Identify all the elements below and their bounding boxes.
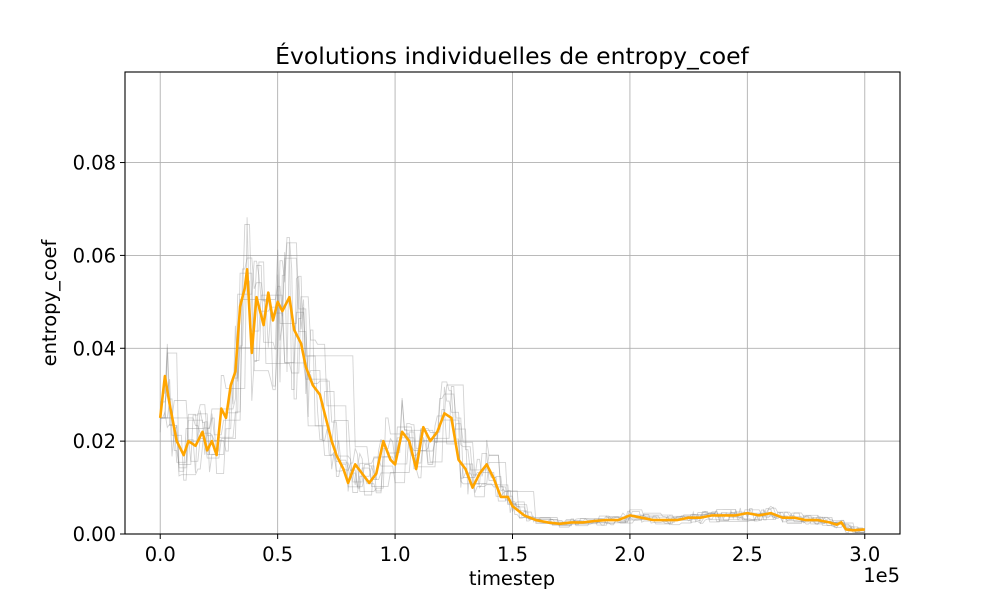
y-axis-ticks: 0.00 0.02 0.04 0.06 0.08 xyxy=(73,152,125,546)
individual-run-line xyxy=(160,261,865,534)
y-tick-label: 0.06 xyxy=(73,244,116,267)
individual-run-line xyxy=(160,242,866,533)
y-tick-label: 0.08 xyxy=(73,152,116,175)
chart-title: Évolutions individuelles de entropy_coef xyxy=(275,42,749,70)
x-axis-ticks: 0.0 0.5 1.0 1.5 2.0 2.5 3.0 xyxy=(145,534,880,566)
individual-run-line xyxy=(160,242,865,534)
x-tick-label: 0.5 xyxy=(262,543,293,566)
x-tick-label: 1.5 xyxy=(497,543,528,566)
mean-series xyxy=(158,267,865,532)
x-tick-label: 1.0 xyxy=(380,543,411,566)
y-axis-label: entropy_coef xyxy=(38,239,61,367)
y-tick-label: 0.00 xyxy=(73,523,116,546)
x-tick-label: 3.0 xyxy=(849,543,880,566)
x-tick-label: 2.0 xyxy=(614,543,645,566)
y-tick-label: 0.02 xyxy=(73,430,116,453)
individual-run-line xyxy=(159,224,865,531)
x-axis-label: timestep xyxy=(469,567,555,590)
grid-lines xyxy=(125,72,900,535)
individual-run-line xyxy=(160,257,866,534)
x-tick-label: 2.5 xyxy=(732,543,763,566)
y-tick-label: 0.04 xyxy=(73,337,116,360)
individual-run-line xyxy=(160,217,865,534)
x-offset-text: 1e5 xyxy=(863,564,900,587)
individual-runs xyxy=(159,217,866,534)
mean-line xyxy=(158,267,865,532)
x-tick-label: 0.0 xyxy=(145,543,176,566)
